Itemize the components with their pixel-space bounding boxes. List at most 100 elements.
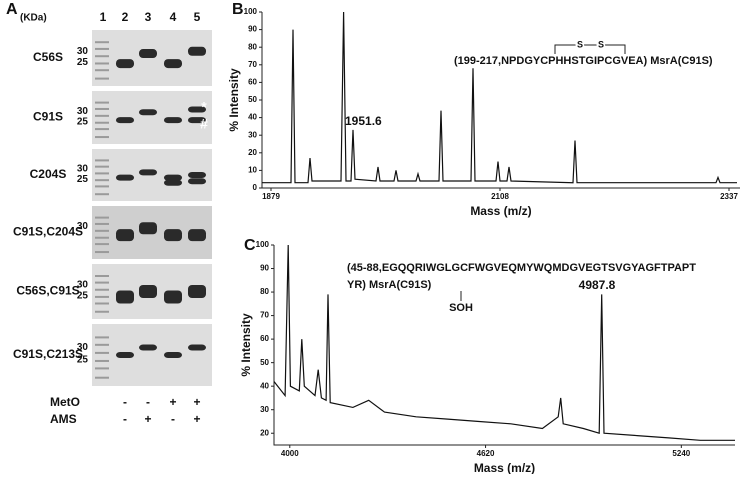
kda-marker: 30 — [77, 342, 89, 353]
y-axis-label: % Intensity — [227, 68, 241, 132]
condition-sign: - — [123, 412, 127, 426]
protein-band — [164, 59, 182, 69]
y-tick-label: 70 — [248, 60, 257, 69]
ladder-band — [95, 343, 109, 346]
spectrum-line — [262, 11, 737, 184]
axes — [273, 245, 735, 446]
kda-marker: 30 — [77, 221, 89, 232]
condition-sign: - — [123, 395, 127, 409]
ladder-band — [95, 367, 109, 370]
annotation: S — [577, 39, 583, 49]
gel-image — [92, 324, 212, 386]
x-tick-label: 2337 — [720, 192, 738, 201]
disulfide-bracket — [554, 44, 626, 54]
protein-band — [116, 174, 134, 181]
protein-band — [188, 178, 206, 185]
kda-marker: 30 — [77, 46, 89, 57]
x-tick-label: 5240 — [672, 449, 690, 458]
band-mark: * — [201, 99, 207, 115]
ladder-band — [95, 172, 109, 175]
kda-marker: 25 — [77, 116, 89, 127]
x-axis-label: Mass (m/z) — [470, 204, 531, 218]
annotation: (45-88,EGQQRIWGLGCFWGVEQMYWQMDGVEGTSVGYA… — [347, 262, 696, 274]
y-tick-label: 30 — [248, 130, 257, 139]
y-tick-label: 50 — [260, 358, 269, 367]
y-tick-label: 100 — [244, 7, 258, 16]
panel-label: A — [6, 1, 18, 18]
y-tick-label: 90 — [260, 264, 269, 273]
row-label: C91S,C204S — [13, 225, 83, 239]
condition-sign: + — [169, 395, 176, 409]
protein-band — [139, 169, 157, 176]
condition-sign: - — [146, 395, 150, 409]
ladder-band — [95, 288, 109, 291]
condition-sign: + — [193, 395, 200, 409]
ladder-band — [95, 62, 109, 65]
y-axis-label: % Intensity — [239, 313, 253, 377]
protein-band — [164, 179, 182, 186]
ladder-band — [95, 275, 109, 277]
ladder-band — [95, 69, 109, 72]
ladder-band — [95, 236, 109, 239]
kda-marker: 30 — [77, 280, 89, 291]
ladder-band — [95, 251, 109, 254]
ladder-band — [95, 107, 109, 110]
ladder-band — [95, 185, 109, 188]
protein-band — [116, 290, 134, 304]
y-tick-label: 80 — [248, 42, 257, 51]
y-tick-label: 100 — [256, 240, 270, 249]
lane-number: 3 — [145, 10, 152, 24]
ladder-band — [95, 193, 109, 196]
y-tick-label: 90 — [248, 25, 257, 34]
condition-label: MetO — [50, 395, 80, 409]
axes — [261, 12, 740, 189]
y-tick-label: 10 — [248, 166, 257, 175]
y-tick-label: 60 — [248, 78, 257, 87]
kda-marker: 30 — [77, 163, 89, 174]
ladder-band — [95, 310, 109, 313]
condition-sign: - — [171, 412, 175, 426]
protein-band — [188, 172, 206, 178]
ladder-band — [95, 121, 109, 124]
ladder-band — [95, 302, 109, 305]
protein-band — [139, 285, 157, 298]
ladder-band — [95, 216, 109, 219]
row-label: C56S,C91S — [16, 284, 79, 298]
ladder-band — [95, 229, 109, 232]
protein-band — [116, 229, 134, 242]
protein-band — [188, 344, 206, 351]
panel-label: C — [244, 237, 256, 254]
panel-label: B — [232, 1, 244, 18]
protein-band — [188, 46, 206, 56]
protein-band — [188, 285, 206, 298]
y-tick-label: 50 — [248, 95, 257, 104]
protein-band — [116, 59, 134, 69]
kda-marker: 30 — [77, 106, 89, 117]
protein-band — [164, 290, 182, 304]
y-tick-label: 70 — [260, 311, 269, 320]
annotation: SOH — [449, 302, 473, 314]
lane-number: 1 — [100, 10, 107, 24]
x-tick-label: 4000 — [281, 449, 299, 458]
unit-label: (KDa) — [20, 13, 47, 24]
annotation: (199-217,NPDGYCPHHSTGIPCGVEA) MsrA(C91S) — [454, 55, 713, 67]
lane-number: 4 — [170, 10, 177, 24]
condition-sign: + — [144, 412, 151, 426]
row-label: C91S,C213S — [13, 347, 83, 361]
protein-band — [139, 222, 157, 235]
kda-marker: 25 — [77, 57, 89, 68]
protein-band — [188, 229, 206, 242]
spectrum-line — [273, 244, 735, 441]
x-tick-label: 1879 — [262, 192, 280, 201]
ladder-band — [95, 351, 109, 354]
y-tick-label: 30 — [260, 405, 269, 414]
row-label: C91S — [33, 110, 63, 124]
ladder-band — [95, 222, 109, 225]
ladder-band — [95, 114, 109, 117]
condition-label: AMS — [50, 412, 77, 426]
ladder-band — [95, 179, 109, 182]
lane-number: 2 — [122, 10, 129, 24]
ladder-band — [95, 159, 109, 162]
annotation: S — [598, 39, 604, 49]
